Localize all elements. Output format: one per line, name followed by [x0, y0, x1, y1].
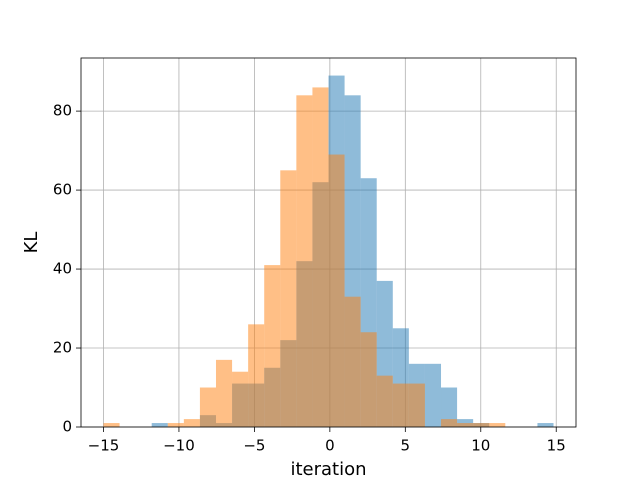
- bar: [264, 265, 281, 427]
- bar: [424, 363, 442, 427]
- bar: [441, 419, 458, 427]
- bar: [376, 375, 393, 427]
- x-tick-label: −5: [243, 437, 265, 455]
- bar: [248, 324, 265, 427]
- bar: [537, 423, 554, 427]
- bar: [392, 383, 409, 427]
- y-tick-label: 0: [62, 418, 72, 436]
- series: [103, 87, 506, 428]
- bar: [232, 371, 249, 427]
- y-tick-label: 80: [53, 102, 72, 120]
- x-tick-label: 15: [547, 437, 566, 455]
- bar: [457, 423, 474, 427]
- bar: [441, 387, 458, 427]
- x-tick-label: 0: [325, 437, 335, 455]
- x-axis-label: iteration: [290, 459, 366, 480]
- bar: [151, 423, 168, 427]
- x-tick-label: −10: [163, 437, 195, 455]
- bar: [296, 95, 313, 427]
- bar: [103, 423, 120, 427]
- bar: [328, 154, 345, 428]
- x-tick-label: 5: [401, 437, 411, 455]
- bar: [344, 296, 361, 427]
- y-axis-label: KL: [21, 232, 42, 254]
- y-tick-label: 60: [53, 181, 72, 199]
- x-tick-label: −15: [88, 437, 120, 455]
- y-tick-label: 20: [53, 339, 72, 357]
- bar: [408, 383, 425, 427]
- bar: [199, 387, 216, 427]
- bar: [167, 423, 184, 427]
- bar: [473, 423, 490, 427]
- bar: [183, 419, 200, 427]
- bars: [103, 75, 554, 428]
- bar: [312, 87, 329, 428]
- bar: [360, 332, 377, 427]
- axes-frame: [80, 57, 577, 428]
- bar: [215, 359, 233, 427]
- x-tick-label: 10: [471, 437, 490, 455]
- y-tick-label: 40: [53, 260, 72, 278]
- bar: [280, 170, 297, 427]
- bar: [489, 423, 506, 427]
